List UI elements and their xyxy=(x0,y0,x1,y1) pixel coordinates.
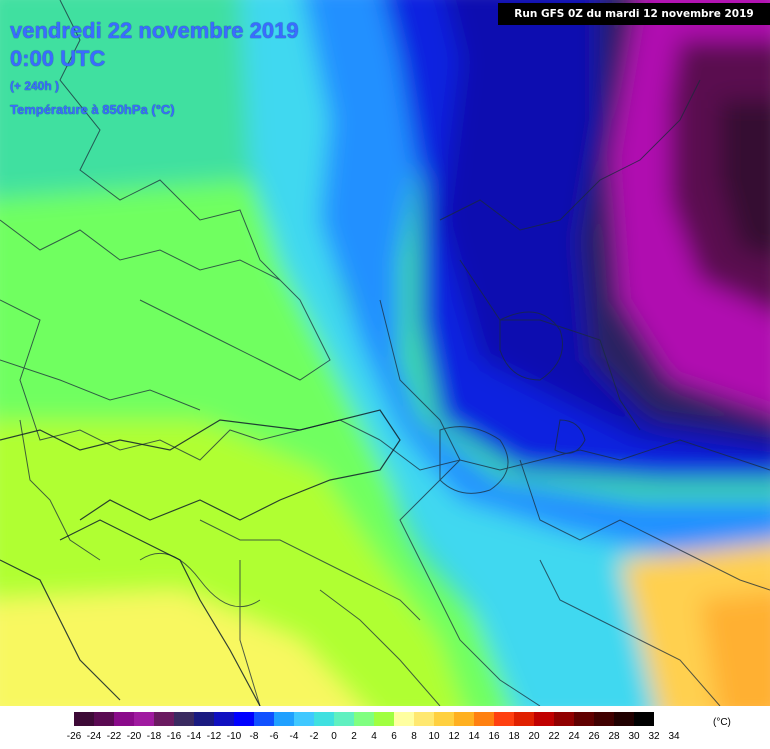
legend-label: 4 xyxy=(371,731,377,742)
legend-label: 12 xyxy=(448,731,460,742)
legend-label: 10 xyxy=(428,731,440,742)
forecast-date: vendredi 22 novembre 2019 xyxy=(10,18,299,43)
legend-swatch xyxy=(634,712,654,726)
legend-swatch xyxy=(394,712,414,726)
temperature-map xyxy=(0,0,770,706)
legend-label: -8 xyxy=(249,731,259,742)
legend-label: 16 xyxy=(488,731,500,742)
legend-label: -20 xyxy=(126,731,142,742)
legend-swatch xyxy=(554,712,574,726)
legend-swatch xyxy=(514,712,534,726)
variable-label: Température à 850hPa (°C) xyxy=(10,102,175,117)
color-legend: -26 -24 -22 -20 -18 -16 -14 -12 -10 -8 -6 -4 -2 0 2 4 6 8… xyxy=(0,706,770,749)
coastlines xyxy=(0,409,401,706)
legend-label: -16 xyxy=(166,731,182,742)
legend-label: 26 xyxy=(588,731,600,742)
legend-swatches xyxy=(74,712,654,726)
legend-swatch xyxy=(194,712,214,726)
legend-swatch xyxy=(294,712,314,726)
legend-swatch xyxy=(274,712,294,726)
legend-swatch xyxy=(574,712,594,726)
legend-label: 14 xyxy=(468,731,480,742)
legend-label: 24 xyxy=(568,731,580,742)
legend-swatch xyxy=(454,712,474,726)
legend-label: -24 xyxy=(86,731,102,742)
legend-label: -18 xyxy=(146,731,162,742)
legend-swatch xyxy=(94,712,114,726)
legend-label: -6 xyxy=(269,731,279,742)
legend-label: -26 xyxy=(66,731,82,742)
lead-time: (+ 240h ) xyxy=(10,79,60,93)
legend-swatch xyxy=(214,712,234,726)
legend-label: 18 xyxy=(508,731,520,742)
legend-swatch xyxy=(614,712,634,726)
legend-swatch xyxy=(254,712,274,726)
legend-swatch xyxy=(434,712,454,726)
legend-label: 34 xyxy=(668,731,680,742)
legend-label: -22 xyxy=(106,731,122,742)
legend-swatch xyxy=(154,712,174,726)
legend-swatch xyxy=(234,712,254,726)
legend-label: -12 xyxy=(206,731,222,742)
legend-label: 22 xyxy=(548,731,560,742)
legend-swatch xyxy=(354,712,374,726)
legend-swatch xyxy=(314,712,334,726)
legend-swatch xyxy=(374,712,394,726)
temperature-field xyxy=(0,0,770,706)
legend-swatch xyxy=(114,712,134,726)
legend-label: 2 xyxy=(351,731,357,742)
legend-swatch xyxy=(534,712,554,726)
legend-label: 6 xyxy=(391,731,397,742)
legend-label: -14 xyxy=(186,731,202,742)
legend-label: -10 xyxy=(226,731,242,742)
forecast-time: 0:00 UTC xyxy=(10,46,106,71)
legend-label: -2 xyxy=(309,731,319,742)
legend-swatch xyxy=(474,712,494,726)
legend-swatch xyxy=(334,712,354,726)
legend-label: 30 xyxy=(628,731,640,742)
legend-swatch xyxy=(74,712,94,726)
run-info-banner: Run GFS 0Z du mardi 12 novembre 2019 xyxy=(498,3,770,25)
legend-label: 8 xyxy=(411,731,417,742)
legend-swatch xyxy=(494,712,514,726)
legend-unit: (°C) xyxy=(713,717,731,728)
legend-labels: -26 -24 -22 -20 -18 -16 -14 -12 -10 -8 -6 -4 -2 0 2 4 6 8… xyxy=(64,731,684,742)
legend-label: 28 xyxy=(608,731,620,742)
legend-swatch xyxy=(594,712,614,726)
legend-label: -4 xyxy=(289,731,299,742)
legend-swatch xyxy=(134,712,154,726)
legend-swatch xyxy=(174,712,194,726)
legend-label: 0 xyxy=(331,731,337,742)
legend-label: 20 xyxy=(528,731,540,742)
legend-swatch xyxy=(414,712,434,726)
legend-label: 32 xyxy=(648,731,660,742)
